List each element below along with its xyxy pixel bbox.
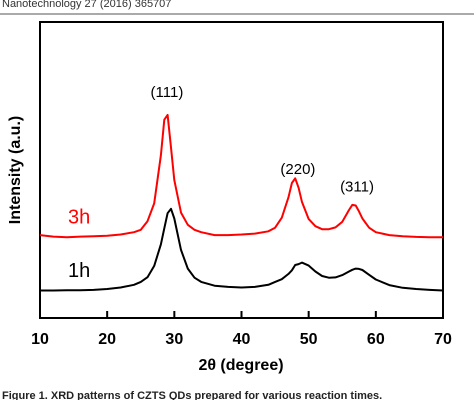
peak-label: (311): [340, 179, 374, 196]
x-tick-label: 60: [367, 331, 385, 348]
figure-caption: Figure 1. XRD patterns of CZTS QDs prepa…: [2, 390, 382, 400]
x-axis-label: 2θ (degree): [198, 357, 283, 374]
x-tick-label: 20: [98, 331, 116, 348]
x-tick-label: 30: [165, 331, 183, 348]
series-label: 3h: [68, 207, 90, 229]
x-tick-label: 10: [31, 331, 49, 348]
series-line: [39, 113, 443, 239]
peak-label: (220): [280, 161, 315, 178]
peak-label: (111): [151, 84, 184, 101]
x-tick-label: 40: [233, 331, 251, 348]
x-tick-label: 70: [434, 331, 452, 348]
series-label: 1h: [68, 260, 90, 282]
x-tick-label: 50: [300, 331, 318, 348]
plot-frame: [39, 21, 444, 319]
y-axis-label: Intensity (a.u.): [7, 116, 24, 224]
series-line: [40, 207, 444, 292]
journal-header: Nanotechnology 27 (2016) 365707: [2, 0, 171, 10]
